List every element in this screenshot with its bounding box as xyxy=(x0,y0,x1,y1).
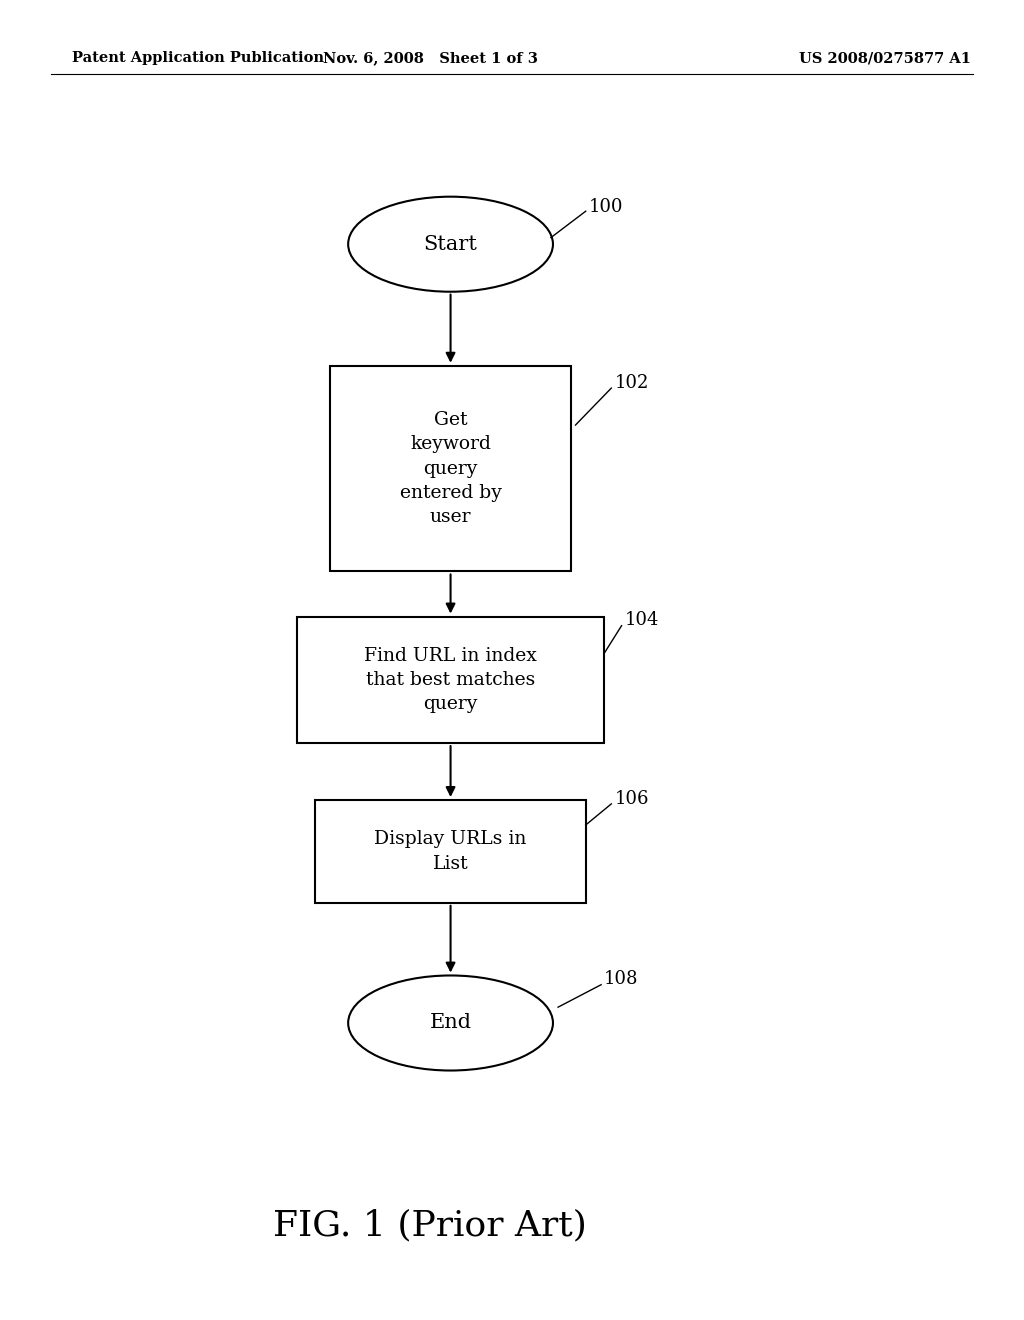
Text: Patent Application Publication: Patent Application Publication xyxy=(72,51,324,65)
Text: 106: 106 xyxy=(614,789,649,808)
Text: Find URL in index
that best matches
query: Find URL in index that best matches quer… xyxy=(365,647,537,713)
Text: 104: 104 xyxy=(625,611,659,630)
Text: Get
keyword
query
entered by
user: Get keyword query entered by user xyxy=(399,411,502,527)
Bar xyxy=(330,366,571,570)
Text: 100: 100 xyxy=(589,198,624,216)
Bar xyxy=(297,618,604,742)
Text: Start: Start xyxy=(424,235,477,253)
Text: US 2008/0275877 A1: US 2008/0275877 A1 xyxy=(799,51,971,65)
Text: 108: 108 xyxy=(604,970,639,989)
Text: End: End xyxy=(429,1014,472,1032)
Bar xyxy=(315,800,586,903)
Text: Display URLs in
List: Display URLs in List xyxy=(375,830,526,873)
Text: 102: 102 xyxy=(614,374,649,392)
Text: FIG. 1 (Prior Art): FIG. 1 (Prior Art) xyxy=(273,1208,587,1242)
Text: Nov. 6, 2008   Sheet 1 of 3: Nov. 6, 2008 Sheet 1 of 3 xyxy=(323,51,538,65)
